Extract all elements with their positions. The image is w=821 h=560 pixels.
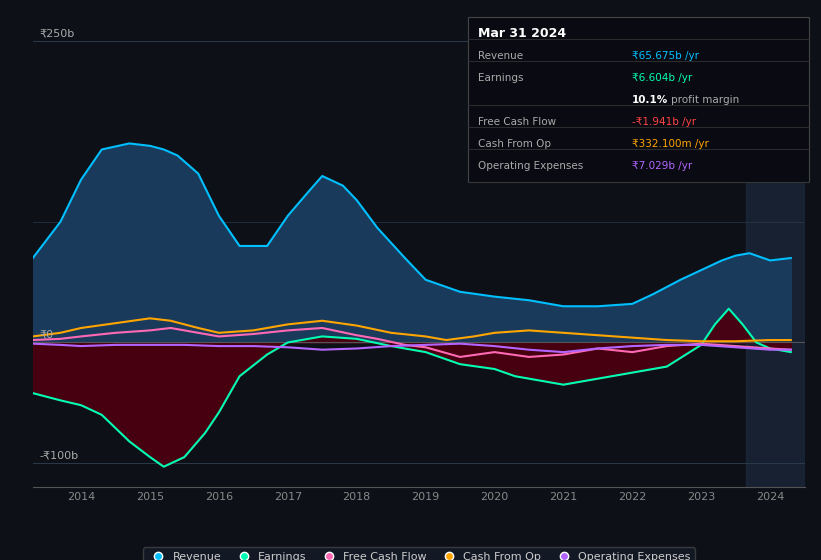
Text: ₹332.100m /yr: ₹332.100m /yr [631, 138, 709, 148]
Text: ₹250b: ₹250b [39, 29, 75, 39]
Text: ₹7.029b /yr: ₹7.029b /yr [631, 161, 692, 171]
Text: ₹0: ₹0 [39, 330, 54, 340]
Text: profit margin: profit margin [671, 95, 739, 105]
Text: Mar 31 2024: Mar 31 2024 [478, 27, 566, 40]
Text: 10.1%: 10.1% [631, 95, 667, 105]
Text: Earnings: Earnings [478, 73, 523, 83]
Text: Free Cash Flow: Free Cash Flow [478, 116, 556, 127]
Text: -₹100b: -₹100b [39, 451, 79, 461]
Legend: Revenue, Earnings, Free Cash Flow, Cash From Op, Operating Expenses: Revenue, Earnings, Free Cash Flow, Cash … [143, 548, 695, 560]
Text: -₹1.941b /yr: -₹1.941b /yr [631, 116, 695, 127]
Text: ₹6.604b /yr: ₹6.604b /yr [631, 73, 692, 83]
Text: ₹65.675b /yr: ₹65.675b /yr [631, 50, 699, 60]
Text: Revenue: Revenue [478, 50, 523, 60]
Bar [746, 17, 805, 487]
Text: Operating Expenses: Operating Expenses [478, 161, 583, 171]
Text: Cash From Op: Cash From Op [478, 138, 551, 148]
